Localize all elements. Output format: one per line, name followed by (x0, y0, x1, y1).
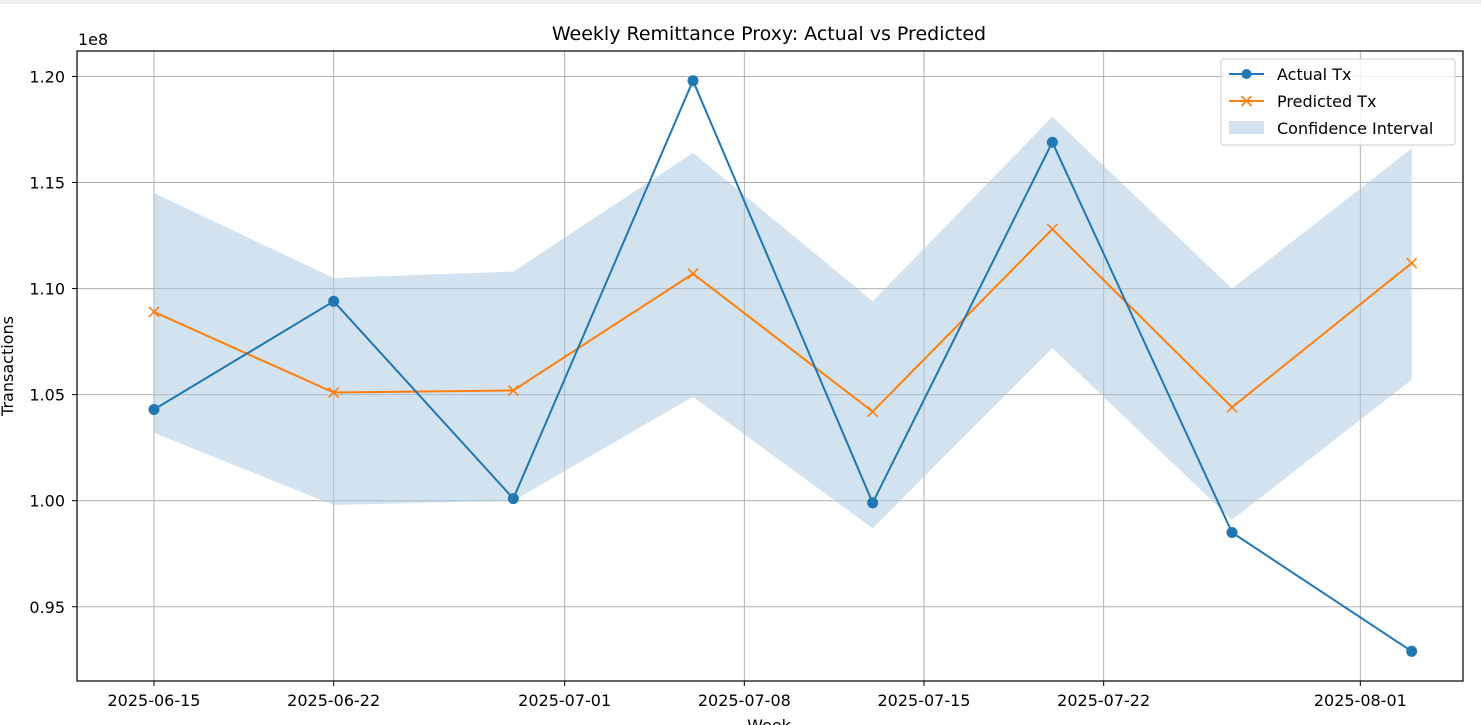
plot-frame (76, 50, 1464, 682)
data-point-actual-tx (1046, 136, 1058, 148)
legend-label-actual: Actual Tx (1277, 65, 1351, 84)
x-tick-label: 2025-07-01 (518, 691, 611, 710)
window-top-strip (0, 0, 1481, 4)
legend-box (1220, 58, 1456, 146)
legend-label-predicted: Predicted Tx (1277, 92, 1376, 111)
y-tick-label: 0.95 (29, 598, 65, 617)
y-tick-label: 1.15 (29, 174, 65, 193)
legend-item-predicted: Predicted Tx (1229, 92, 1376, 111)
data-point-actual-tx (1226, 527, 1238, 539)
series-line-predicted-tx (153, 228, 1413, 413)
tick-layer: 2025-06-15 2025-06-22 2025-07-01 2025-07-08… (29, 67, 1406, 710)
data-point-actual-tx (1406, 645, 1418, 657)
legend: Actual Tx Predicted Tx Confidence Interv… (1220, 58, 1456, 146)
legend-item-actual: Actual Tx (1229, 65, 1351, 84)
y-tick-label: 1.05 (29, 386, 65, 405)
x-tick-label: 2025-06-15 (108, 691, 201, 710)
y-tick-label: 1.10 (29, 280, 65, 299)
legend-item-confidence: Confidence Interval (1229, 119, 1433, 138)
data-point-predicted-tx (507, 384, 519, 396)
data-point-predicted-tx (867, 406, 879, 418)
x-tick-label: 2025-07-22 (1057, 691, 1150, 710)
legend-marker-predicted (1240, 95, 1253, 107)
data-point-actual-tx (687, 75, 699, 87)
x-tick-label: 2025-08-01 (1314, 691, 1407, 710)
data-point-predicted-tx (687, 268, 699, 280)
data-point-actual-tx (507, 493, 519, 505)
chart-title: Weekly Remittance Proxy: Actual vs Predi… (552, 23, 986, 45)
x-tick-label: 2025-06-22 (287, 691, 380, 710)
data-point-predicted-tx (1226, 401, 1238, 413)
series-line-actual-tx (153, 79, 1413, 653)
legend-swatch-confidence (1229, 121, 1264, 134)
legend-marker-actual (1241, 69, 1252, 79)
x-tick-label: 2025-07-08 (698, 691, 791, 710)
series-layer (148, 75, 1418, 657)
legend-label-confidence: Confidence Interval (1277, 119, 1433, 138)
data-point-predicted-tx (328, 386, 340, 399)
data-point-predicted-tx (1046, 223, 1058, 235)
y-tick-label: 1.20 (29, 67, 65, 86)
confidence-band-layer (154, 116, 1412, 529)
x-axis-label: Week (747, 716, 792, 725)
confidence-band (154, 116, 1412, 529)
data-point-actual-tx (867, 497, 879, 509)
y-tick-label: 1.00 (29, 492, 65, 511)
data-point-predicted-tx (1406, 257, 1418, 269)
y-offset-label: 1e8 (78, 30, 108, 49)
data-point-actual-tx (148, 403, 160, 415)
data-point-predicted-tx (148, 306, 160, 318)
x-tick-label: 2025-07-15 (878, 691, 971, 710)
y-axis-label: Transactions (0, 316, 17, 417)
data-point-actual-tx (328, 295, 340, 307)
